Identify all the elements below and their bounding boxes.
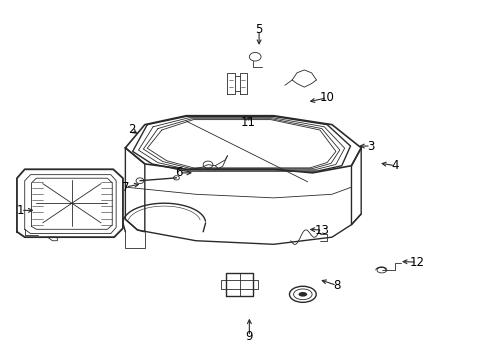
Text: 5: 5 xyxy=(255,23,262,36)
Text: 9: 9 xyxy=(245,330,253,343)
Text: 6: 6 xyxy=(175,166,182,179)
Text: 11: 11 xyxy=(241,116,255,129)
Text: 3: 3 xyxy=(366,140,374,153)
Text: 2: 2 xyxy=(128,123,135,136)
Ellipse shape xyxy=(298,292,306,297)
Text: 1: 1 xyxy=(17,204,24,217)
Text: 12: 12 xyxy=(409,256,424,269)
Text: 13: 13 xyxy=(314,224,329,237)
Text: 10: 10 xyxy=(319,91,334,104)
Text: 8: 8 xyxy=(332,279,340,292)
Text: 4: 4 xyxy=(391,159,398,172)
Text: 7: 7 xyxy=(122,181,129,194)
